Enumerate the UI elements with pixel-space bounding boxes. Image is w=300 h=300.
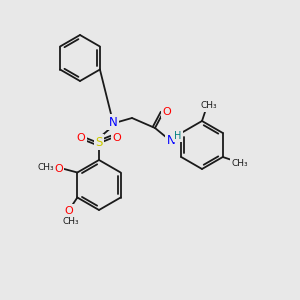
Text: CH₃: CH₃ — [37, 163, 54, 172]
Text: H: H — [174, 131, 182, 141]
Text: S: S — [95, 136, 103, 148]
Text: O: O — [112, 133, 122, 143]
Text: CH₃: CH₃ — [62, 217, 79, 226]
Text: N: N — [167, 134, 176, 148]
Text: N: N — [109, 116, 117, 128]
Text: CH₃: CH₃ — [232, 160, 248, 169]
Text: CH₃: CH₃ — [201, 101, 217, 110]
Text: O: O — [163, 107, 171, 117]
Text: O: O — [54, 164, 63, 173]
Text: O: O — [64, 206, 73, 215]
Text: O: O — [76, 133, 85, 143]
